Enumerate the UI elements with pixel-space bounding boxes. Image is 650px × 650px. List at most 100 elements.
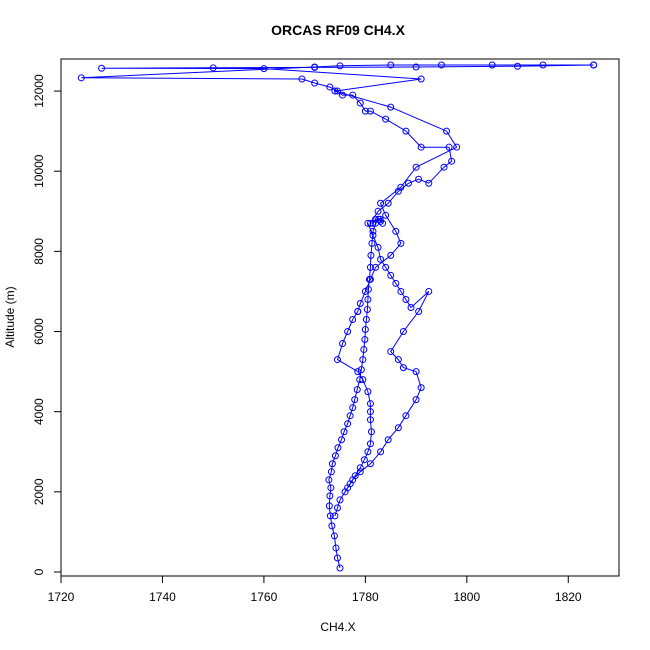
data-point	[377, 255, 385, 263]
data-point	[488, 61, 496, 69]
data-point	[374, 243, 382, 251]
data-point	[366, 263, 374, 271]
data-point	[384, 199, 392, 207]
series-layer	[77, 61, 598, 572]
series-line	[328, 218, 384, 569]
data-point	[361, 336, 369, 344]
data-point	[364, 388, 372, 396]
data-point	[354, 368, 362, 376]
data-point	[363, 305, 371, 313]
data-point	[425, 179, 433, 187]
data-point	[366, 440, 374, 448]
data-point	[359, 376, 367, 384]
data-point	[366, 460, 374, 468]
data-point	[453, 143, 461, 151]
data-point	[366, 400, 374, 408]
data-point	[326, 492, 334, 500]
data-point	[349, 476, 357, 484]
data-point	[368, 239, 376, 247]
x-axis: 1720 1740 1760 1780 1800 1820	[48, 575, 582, 604]
series-3	[98, 61, 598, 315]
data-point	[331, 452, 339, 460]
data-point	[394, 356, 402, 364]
data-point	[333, 356, 341, 364]
y-axis: 0 2000 4000 6000 8000 10000 12000	[32, 74, 62, 575]
data-point	[325, 476, 333, 484]
data-point	[417, 143, 425, 151]
data-point	[357, 366, 365, 374]
data-point	[330, 532, 338, 540]
data-point	[387, 103, 395, 111]
data-point	[539, 61, 547, 69]
data-point	[377, 448, 385, 456]
data-point	[360, 346, 368, 354]
data-point	[397, 287, 405, 295]
y-axis-label: Altitude (m)	[3, 286, 17, 347]
data-point	[382, 115, 390, 123]
data-point	[366, 219, 374, 227]
data-point	[366, 408, 374, 416]
data-point	[372, 263, 380, 271]
data-point	[336, 564, 344, 572]
data-point	[346, 412, 354, 420]
series-line	[101, 64, 594, 312]
data-point	[417, 384, 425, 392]
data-point	[328, 460, 336, 468]
x-tick-label: 1780	[352, 590, 379, 604]
plot-frame	[60, 58, 620, 577]
data-point	[417, 75, 425, 83]
data-point	[311, 79, 319, 87]
data-point	[377, 199, 385, 207]
data-point	[387, 61, 395, 69]
data-point	[364, 295, 372, 303]
data-point	[397, 183, 405, 191]
data-point	[351, 396, 359, 404]
data-point	[404, 179, 412, 187]
data-point	[387, 348, 395, 356]
data-point	[356, 99, 364, 107]
data-point	[397, 239, 405, 247]
data-point	[359, 356, 367, 364]
data-point	[298, 75, 306, 83]
data-point	[356, 468, 364, 476]
x-tick-label: 1820	[555, 590, 582, 604]
series-1	[325, 215, 387, 572]
data-point	[336, 496, 344, 504]
data-point	[392, 227, 400, 235]
data-point	[360, 456, 368, 464]
y-tick-label: 10000	[32, 154, 46, 188]
data-point	[399, 364, 407, 372]
data-point	[340, 428, 348, 436]
data-point	[415, 175, 423, 183]
data-point	[332, 544, 340, 552]
data-point	[394, 424, 402, 432]
data-point	[590, 61, 598, 69]
data-point	[367, 251, 375, 259]
data-point	[425, 287, 433, 295]
data-point	[440, 163, 448, 171]
data-point	[412, 63, 420, 71]
data-point	[402, 127, 410, 135]
y-tick-label: 12000	[32, 74, 46, 108]
data-point	[339, 91, 347, 99]
data-point	[325, 502, 333, 510]
data-point	[331, 87, 339, 95]
data-point	[384, 436, 392, 444]
data-point	[382, 263, 390, 271]
x-tick-label: 1720	[48, 590, 75, 604]
data-point	[327, 484, 335, 492]
y-tick-label: 0	[32, 568, 46, 575]
data-point	[331, 512, 339, 520]
data-point	[364, 219, 372, 227]
y-tick-label: 2000	[32, 478, 46, 505]
data-point	[369, 219, 377, 227]
data-point	[356, 299, 364, 307]
data-point	[333, 504, 341, 512]
data-point	[334, 444, 342, 452]
data-point	[361, 287, 369, 295]
data-point	[415, 307, 423, 315]
data-point	[369, 231, 377, 239]
data-point	[399, 328, 407, 336]
data-point	[361, 107, 369, 115]
